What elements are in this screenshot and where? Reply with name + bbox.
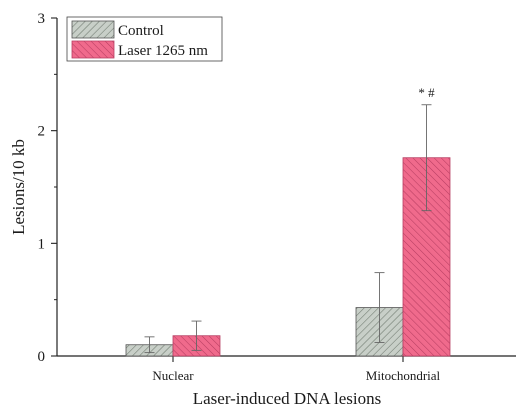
y-tick-label-1: 1 xyxy=(38,236,46,252)
y-axis-title: Lesions/10 kb xyxy=(9,139,28,235)
y-tick-label-3: 3 xyxy=(38,11,46,27)
legend-swatch-laser xyxy=(71,40,115,59)
x-axis-title: Laser-induced DNA lesions xyxy=(193,389,382,408)
legend-swatch-control xyxy=(71,20,115,39)
significance-annotation: * # xyxy=(418,85,435,100)
x-tick-label-nuclear: Nuclear xyxy=(152,368,194,383)
y-tick-label-2: 2 xyxy=(38,124,46,140)
plot-area: 0 1 2 3 Nuclear Mitochondrial * # xyxy=(38,11,516,383)
y-tick-label-0: 0 xyxy=(38,349,46,365)
legend: Control Laser 1265 nm xyxy=(66,16,223,62)
legend-label-control: Control xyxy=(118,23,164,39)
x-tick-label-mitochondrial: Mitochondrial xyxy=(366,368,441,383)
legend-label-laser: Laser 1265 nm xyxy=(118,43,208,59)
